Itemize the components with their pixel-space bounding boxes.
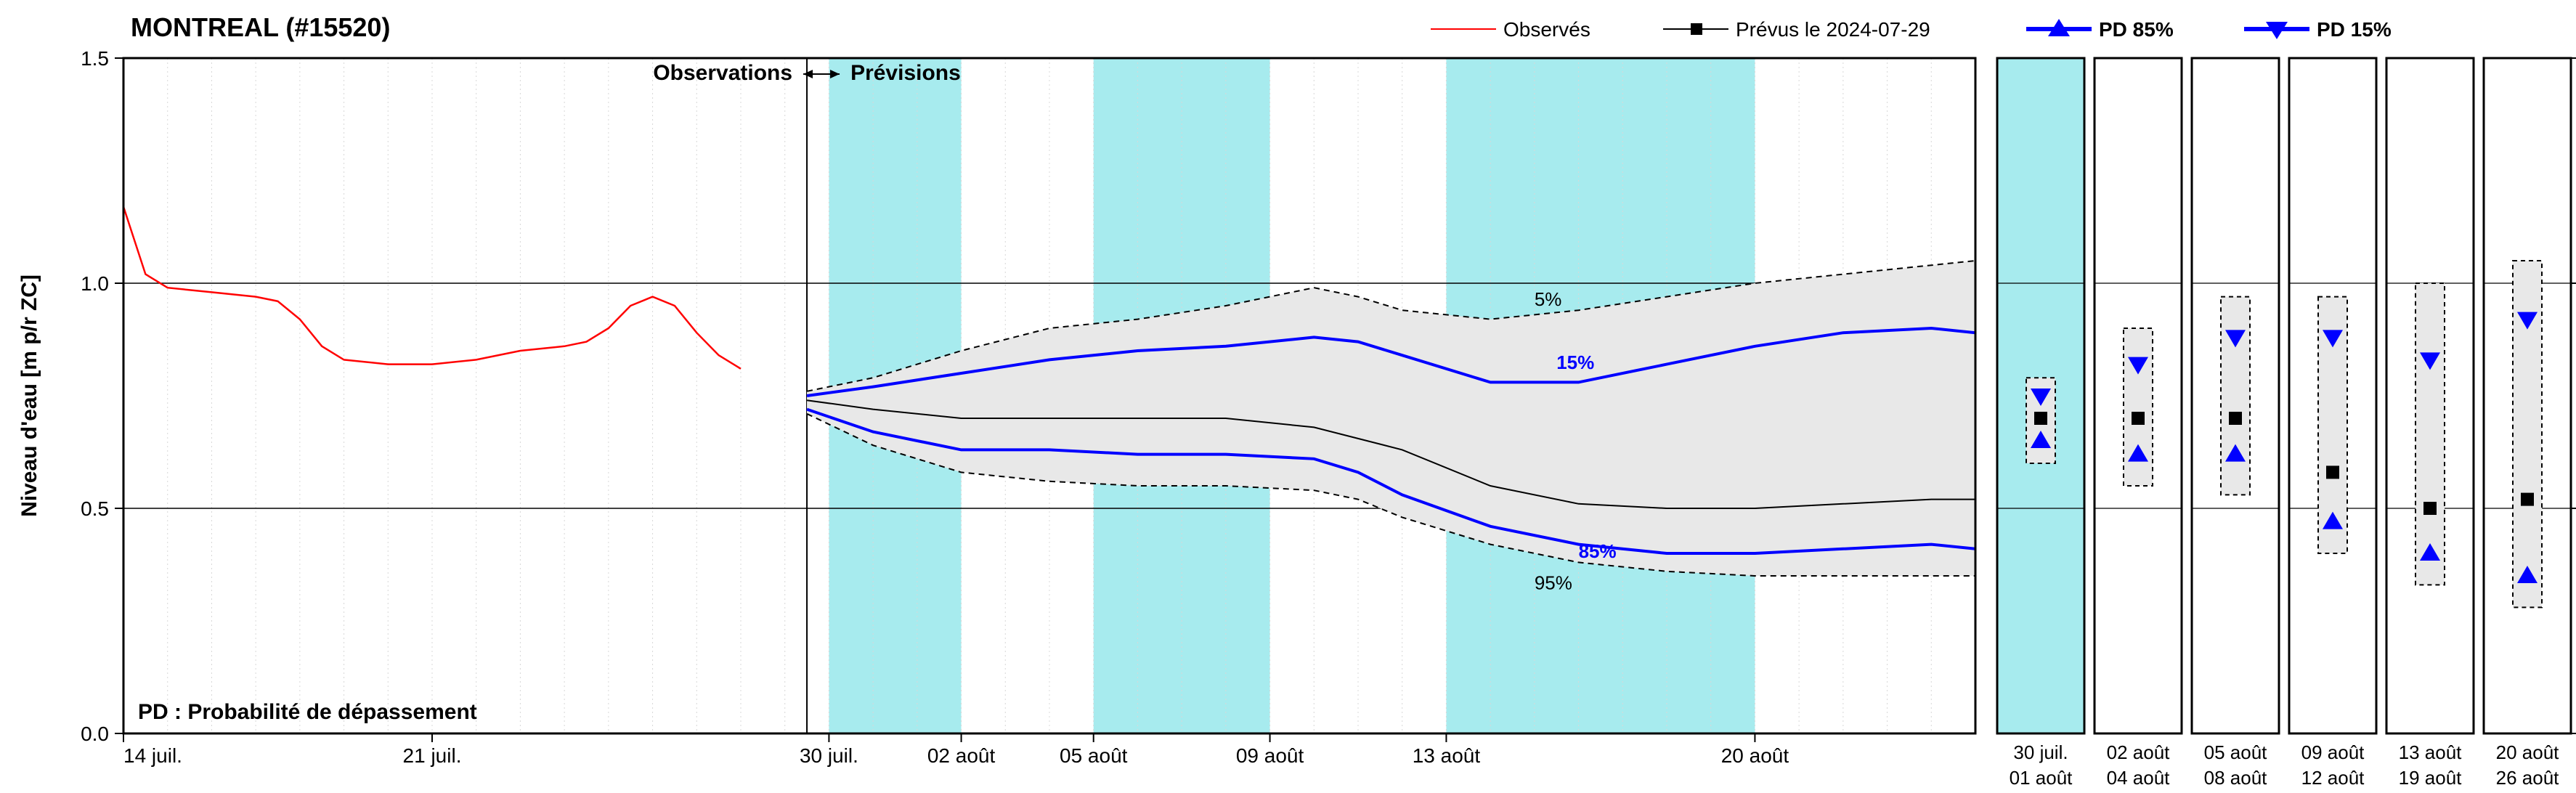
svg-text:04 août: 04 août	[2107, 767, 2171, 786]
svg-text:21 juil.: 21 juil.	[403, 744, 462, 767]
svg-text:85%: 85%	[1579, 540, 1617, 562]
svg-text:14 juil.: 14 juil.	[123, 744, 182, 767]
chart-title: MONTREAL (#15520)	[131, 12, 390, 42]
svg-text:0.5: 0.5	[81, 497, 109, 520]
svg-text:02 août: 02 août	[927, 744, 996, 767]
svg-text:20 août: 20 août	[1721, 744, 1789, 767]
svg-text:1.0: 1.0	[81, 272, 109, 295]
svg-text:PD 15%: PD 15%	[2317, 18, 2392, 41]
svg-text:Observés: Observés	[1503, 18, 1590, 41]
svg-text:5%: 5%	[1535, 288, 1562, 310]
svg-text:0.0: 0.0	[81, 723, 109, 745]
svg-text:30 juil.: 30 juil.	[800, 744, 858, 767]
svg-text:05 août: 05 août	[1060, 744, 1128, 767]
svg-text:Prévus le 2024-07-29: Prévus le 2024-07-29	[1736, 18, 1930, 41]
svg-text:95%: 95%	[1535, 572, 1572, 594]
svg-text:1.5: 1.5	[81, 47, 109, 70]
svg-text:01 août: 01 août	[2010, 767, 2073, 786]
svg-text:Prévisions: Prévisions	[850, 61, 961, 85]
svg-text:15%: 15%	[1556, 351, 1594, 373]
svg-text:PD 85%: PD 85%	[2099, 18, 2174, 41]
svg-text:08 août: 08 août	[2204, 767, 2268, 786]
hydro-forecast-chart: MONTREAL (#15520) Observés Prévus le 2024-…	[7, 7, 2576, 786]
chart-svg: MONTREAL (#15520) Observés Prévus le 2024-…	[7, 7, 2576, 786]
svg-text:30 juil.: 30 juil.	[2013, 741, 2068, 763]
svg-text:09 août: 09 août	[2301, 741, 2365, 763]
svg-text:26 août: 26 août	[2496, 767, 2560, 786]
svg-text:19 août: 19 août	[2399, 767, 2463, 786]
svg-text:05 août: 05 août	[2204, 741, 2268, 763]
svg-text:02 août: 02 août	[2107, 741, 2171, 763]
svg-text:12 août: 12 août	[2301, 767, 2365, 786]
svg-text:20 août: 20 août	[2496, 741, 2560, 763]
svg-text:13 août: 13 août	[1413, 744, 1481, 767]
y-axis-label: Niveau d'eau [m p/r ZC]	[17, 274, 41, 517]
svg-text:Observations: Observations	[653, 61, 792, 85]
svg-text:13 août: 13 août	[2399, 741, 2463, 763]
svg-text:09 août: 09 août	[1236, 744, 1304, 767]
pd-note: PD : Probabilité de dépassement	[138, 700, 477, 724]
summary-panel: 30 juil. 01 août	[1997, 58, 2084, 786]
